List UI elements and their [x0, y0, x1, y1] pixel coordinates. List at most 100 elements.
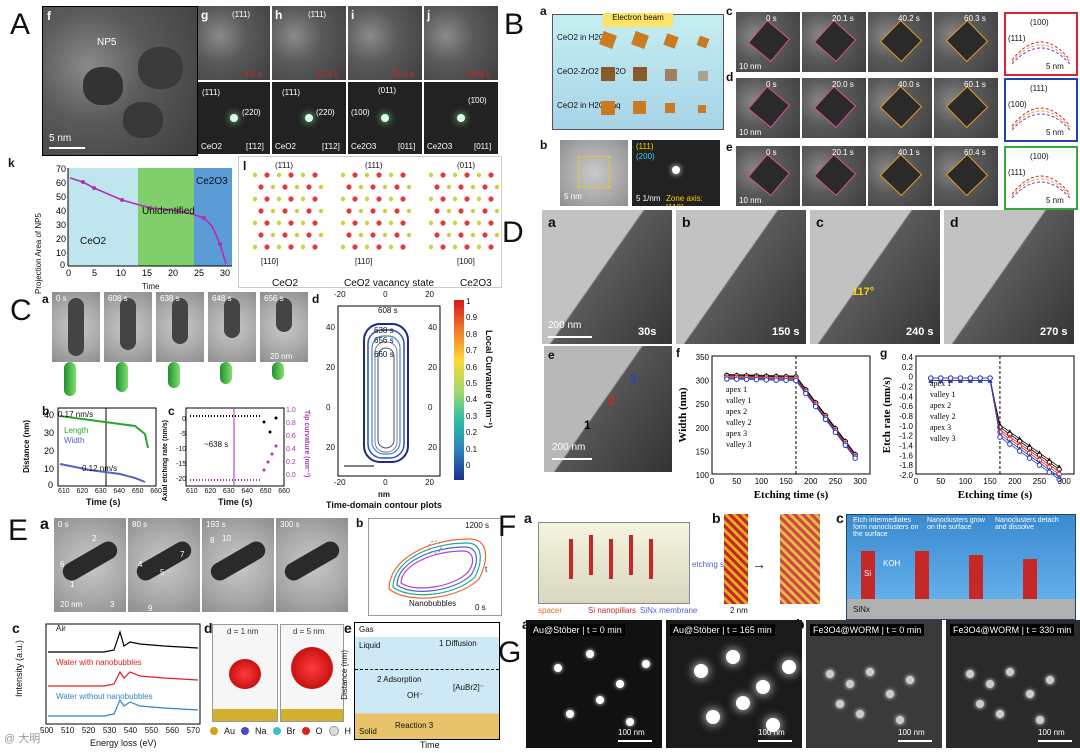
liquid-cell-schematic	[538, 522, 690, 604]
subpanel-label-f: f	[47, 9, 51, 23]
svg-text:25: 25	[194, 268, 204, 278]
data-point	[803, 390, 809, 397]
lattice-dots	[252, 172, 500, 250]
colorbar-ticks: 1 0.9 0.8 0.7 0.6 0.5 0.4 0.3 0.2 0.1 0	[466, 297, 478, 471]
time-label: 608 s	[378, 306, 398, 315]
koh-label: KOH	[883, 559, 901, 568]
time-label: 29.0 s	[468, 70, 490, 79]
y-axis-label: Etch rate (nm/s)	[881, 376, 893, 453]
nanobubble-series	[48, 670, 199, 687]
time-label: 0 s	[766, 148, 777, 157]
membrane-label: SiNx membrane	[640, 606, 698, 615]
time-label: 300 s	[280, 520, 300, 529]
data-point	[1026, 455, 1033, 461]
tem-image-e: e 1 2 3 200 nm	[544, 346, 672, 472]
svg-text:0: 0	[60, 260, 65, 270]
time-label: 40.2 s	[898, 14, 920, 23]
zone-axis-label: [110]	[355, 257, 373, 266]
snapshot-label: d = 5 nm	[293, 627, 325, 636]
time-label: t	[485, 565, 488, 574]
gas-label: Gas	[359, 625, 374, 634]
data-point	[997, 434, 1003, 440]
time-label: 60.3 s	[964, 14, 986, 23]
data-point	[743, 376, 750, 383]
y-tick: 0	[909, 373, 914, 382]
etching-solution-label: etching solution	[692, 560, 748, 569]
schematic-cell: Electron beam CeO2 in H2O CeO2-ZrO2 in H…	[552, 13, 724, 130]
contour-plot-d	[337, 305, 441, 477]
plot-frame	[45, 623, 201, 725]
y-axis-label: Width (nm)	[677, 387, 689, 442]
legend-entry: valley 3	[930, 434, 956, 443]
y-tick: 100	[696, 471, 710, 480]
bubble-number: 9	[148, 604, 153, 613]
fft-label: (220)	[316, 108, 335, 117]
zone-axis-label: [100]	[457, 257, 475, 266]
region-label-ceo2: CeO2	[80, 236, 107, 247]
lattice-caption: CeO2	[272, 278, 299, 289]
mechanism-diagram: Gas Liquid Solid 1 Diffusion 2 Adsorptio…	[354, 622, 500, 740]
tem-frame: 40.1 s	[868, 146, 932, 206]
rate-points	[262, 416, 278, 434]
tem-frame: 20.1 s	[802, 12, 866, 72]
nanoparticle	[83, 67, 123, 105]
scale-bar	[49, 147, 85, 149]
fft-label: [1̄12]	[246, 142, 264, 151]
subpanel-label-c: c	[12, 620, 20, 636]
fft-label: (011)	[378, 86, 397, 95]
legend-entry: valley 1	[930, 390, 956, 399]
time-label: 80 s	[132, 520, 148, 529]
subpanel-label-e: e	[726, 140, 733, 154]
tem-frame: 0 s 10 nm	[736, 146, 800, 206]
tem-frame: 0 s 10 nm	[736, 78, 800, 138]
scale-label: 100 nm	[1038, 728, 1065, 737]
legend-with-nanobubbles: Water with nanobubbles	[56, 658, 142, 667]
tem-frame: 656 s	[260, 292, 308, 362]
md-pillar-after	[780, 514, 820, 604]
svg-text:30: 30	[220, 268, 230, 278]
frame-title: Au@Stöber | t = 0 min	[530, 624, 625, 636]
fft-label: (1̄11)	[282, 88, 301, 97]
contour-lines	[388, 538, 487, 599]
tem-frame: 60.3 s	[934, 12, 998, 72]
plane-label: (1̄11)	[275, 161, 294, 170]
y2-axis-label: Tip curvature (nm⁻¹)	[303, 410, 310, 478]
facet-label: (100)	[1008, 100, 1027, 109]
scale-label: 10 nm	[739, 196, 762, 205]
tem-frame: 608 s	[104, 292, 152, 362]
tem-frame: d 270 s	[944, 210, 1074, 344]
legend-entry: apex 3	[930, 423, 951, 432]
legend-entry: apex 3	[726, 429, 747, 438]
y-ticks: 0 10 20 30 40	[44, 410, 54, 490]
tem-frame: a 30s 200 nm	[542, 210, 672, 344]
region-label-unidentified: Unidentified	[142, 206, 195, 217]
y-tick: -2.0	[899, 471, 913, 480]
subpanel-label-b: b	[356, 516, 364, 530]
time-label: 0 s	[475, 603, 486, 612]
model-rod	[272, 362, 284, 380]
x-axis-label: Time (s)	[218, 497, 253, 507]
tem-frame: 638 s	[156, 292, 204, 362]
subpanel-label-b: b	[540, 138, 548, 152]
nanopillars-label: Si nanopillars	[588, 606, 637, 615]
data-point	[937, 375, 944, 381]
md-snapshot-2: d = 5 nm	[280, 624, 344, 722]
scale-label: 5 nm	[49, 133, 72, 144]
subpanel-label-a: a	[540, 4, 547, 18]
svg-text:20: 20	[168, 268, 178, 278]
subpanel-label-k: k	[8, 156, 15, 170]
si-label: Si	[864, 569, 872, 578]
subpanel-label-a: a	[42, 292, 49, 306]
scale-label: 100 nm	[618, 728, 645, 737]
plane-label: (1̄11)	[232, 10, 251, 19]
fft-label: (100)	[351, 108, 370, 117]
legend-label: (111)	[636, 142, 654, 151]
svg-text:0: 0	[66, 268, 71, 278]
top-x-ticks: -20 0 20	[334, 290, 434, 299]
legend-entry: valley 1	[726, 396, 752, 405]
x-tick: 150	[983, 477, 997, 486]
k-y-label: Projection Area of NP5	[34, 213, 43, 294]
fft-label: [1̄12]	[322, 142, 340, 151]
mechanism-schematic-f: Etch intermediates form nanoclusters on …	[846, 514, 1076, 620]
x-tick: 150	[779, 477, 793, 486]
